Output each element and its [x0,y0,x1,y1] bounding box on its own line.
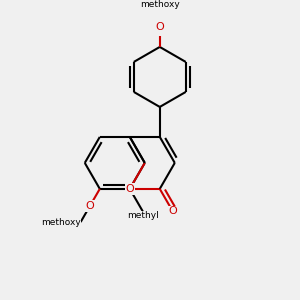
Text: O: O [85,201,94,211]
Text: O: O [125,184,134,194]
Text: methoxy: methoxy [140,0,180,9]
Text: methyl: methyl [127,212,159,220]
Text: O: O [155,22,164,32]
Text: methoxy: methoxy [41,218,81,226]
Text: O: O [168,206,177,217]
